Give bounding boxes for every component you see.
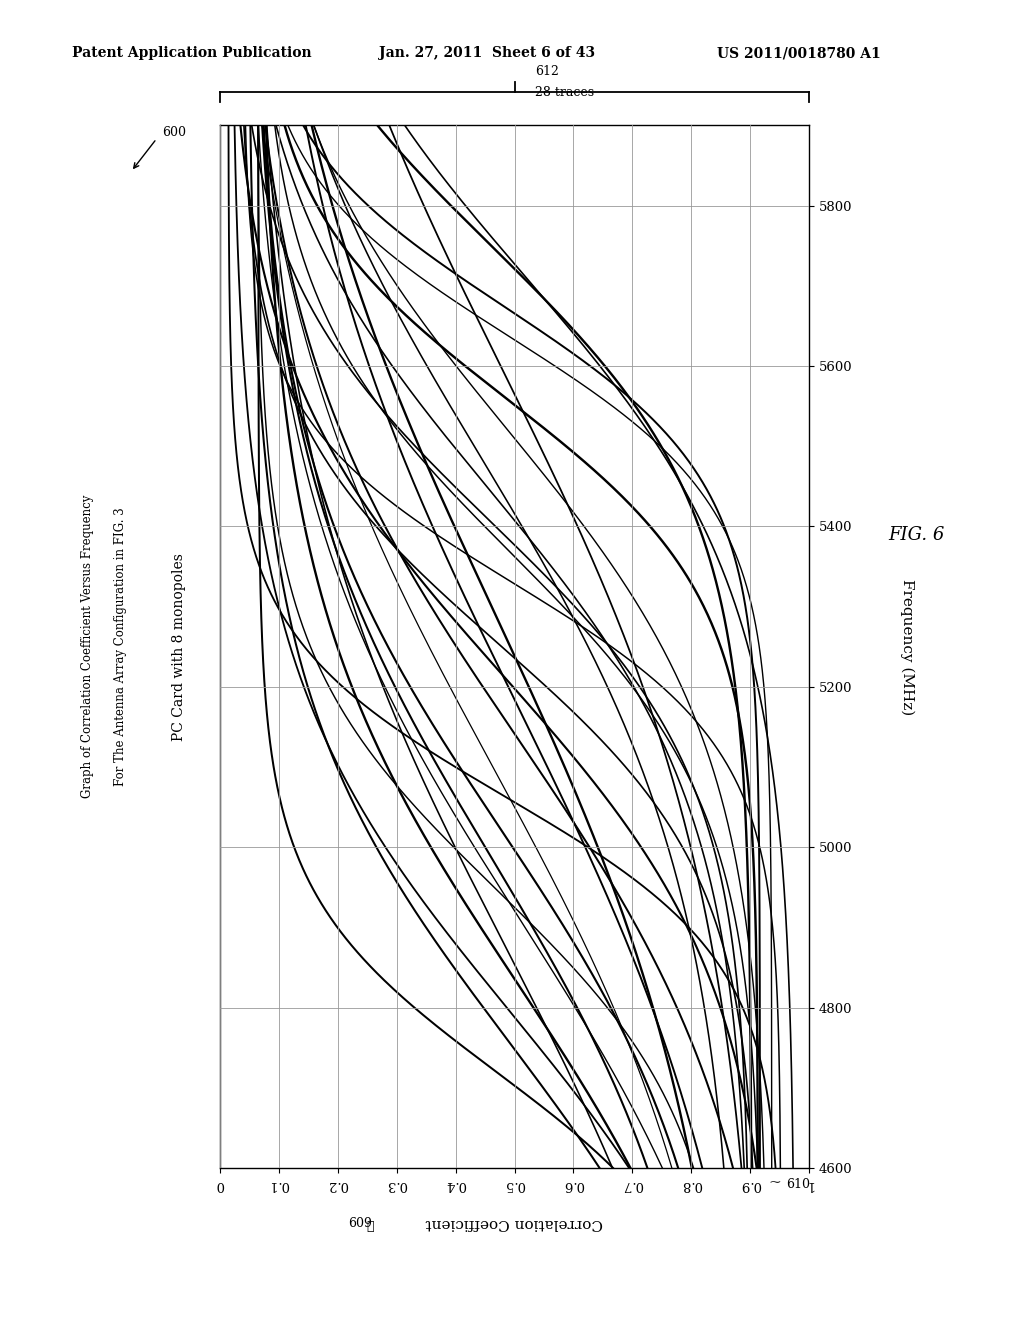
Text: 609: 609 bbox=[348, 1217, 372, 1230]
Text: Jan. 27, 2011  Sheet 6 of 43: Jan. 27, 2011 Sheet 6 of 43 bbox=[379, 46, 595, 61]
Text: FIG. 6: FIG. 6 bbox=[888, 525, 945, 544]
Text: ~: ~ bbox=[768, 1176, 780, 1189]
Text: US 2011/0018780 A1: US 2011/0018780 A1 bbox=[717, 46, 881, 61]
Text: 610: 610 bbox=[786, 1177, 810, 1191]
Text: 600: 600 bbox=[162, 125, 185, 139]
Y-axis label: Frequency (MHz): Frequency (MHz) bbox=[900, 578, 914, 715]
Text: For The Antenna Array Configuration in FIG. 3: For The Antenna Array Configuration in F… bbox=[115, 507, 127, 787]
Text: PC Card with 8 monopoles: PC Card with 8 monopoles bbox=[172, 553, 186, 741]
X-axis label: Correlation Coefficient: Correlation Coefficient bbox=[426, 1216, 603, 1230]
Text: Graph of Correlation Coefficient Versus Frequency: Graph of Correlation Coefficient Versus … bbox=[81, 495, 93, 799]
Text: Patent Application Publication: Patent Application Publication bbox=[72, 46, 311, 61]
Text: ⁀: ⁀ bbox=[367, 1220, 374, 1233]
Text: 28 traces: 28 traces bbox=[535, 86, 594, 99]
Text: 612: 612 bbox=[535, 65, 559, 78]
